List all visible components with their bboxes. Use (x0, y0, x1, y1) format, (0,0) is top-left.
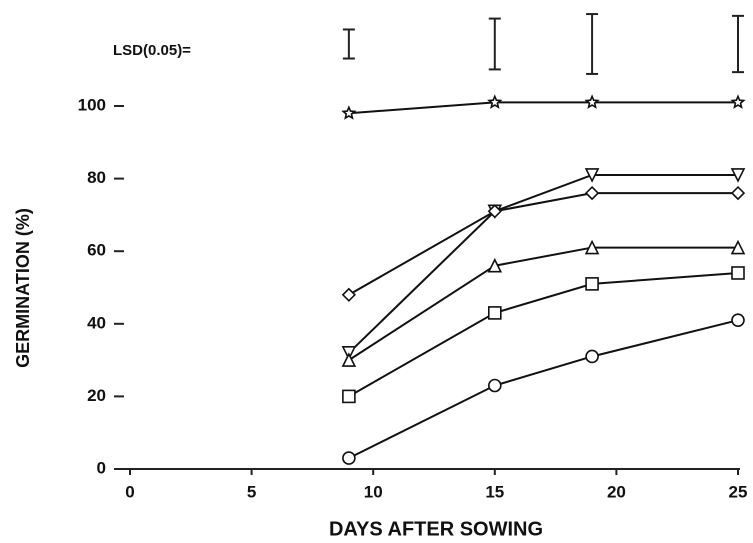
marker (341, 287, 357, 302)
x-tick-label: 25 (729, 482, 748, 501)
x-tick-label: 5 (247, 482, 256, 501)
marker (487, 257, 503, 273)
marker (487, 94, 503, 109)
lsd-bar (586, 13, 599, 75)
series-line (348, 101, 738, 115)
marker (585, 277, 599, 291)
series-line (348, 192, 738, 296)
marker (341, 105, 357, 120)
marker (730, 168, 746, 183)
lsd-label: LSD(0.05)= (113, 42, 191, 59)
marker (584, 239, 600, 255)
marker (584, 185, 600, 201)
marker (730, 239, 746, 255)
marker (487, 204, 502, 219)
y-tick-label: 20 (87, 386, 106, 405)
y-tick-label: 0 (97, 458, 106, 477)
x-tick-label: 20 (607, 482, 626, 501)
lsd-bar (488, 17, 501, 71)
x-tick-label: 15 (485, 482, 504, 501)
x-tick-label: 0 (125, 482, 134, 501)
series-line (348, 246, 738, 361)
marker (342, 451, 356, 465)
marker (487, 378, 502, 393)
marker (584, 94, 600, 109)
y-axis-title: GERMINATION (%) (13, 208, 33, 368)
y-tick-label: 40 (87, 313, 106, 332)
lsd-bar (342, 28, 355, 60)
x-axis-title: DAYS AFTER SOWING (329, 518, 543, 540)
marker (585, 349, 599, 364)
lsd-bar (732, 14, 744, 74)
marker (584, 168, 600, 183)
marker (730, 185, 746, 201)
series-line (348, 173, 738, 354)
y-tick-label: 100 (78, 95, 106, 114)
series-line (348, 271, 739, 398)
marker (731, 266, 745, 280)
marker (731, 313, 745, 327)
y-tick-label: 60 (87, 241, 106, 260)
y-tick-label: 80 (87, 168, 106, 187)
marker (341, 352, 357, 367)
x-tick-label: 10 (364, 482, 383, 501)
marker (487, 306, 502, 320)
series-line (348, 319, 739, 460)
marker (730, 94, 746, 109)
marker (342, 389, 356, 404)
